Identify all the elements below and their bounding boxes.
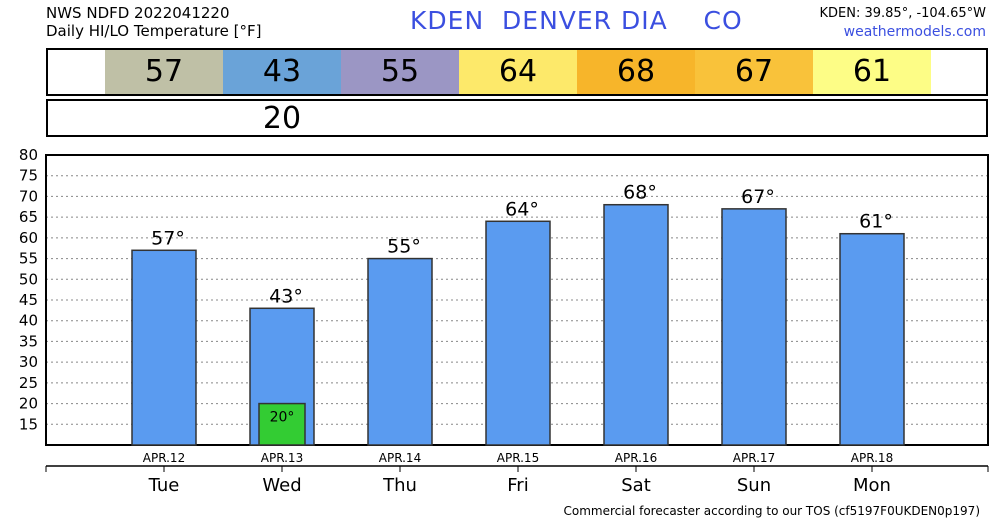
day-label: Wed [262, 475, 301, 496]
high-cell: 55 [341, 50, 459, 94]
date-label: APR.13 [261, 451, 303, 465]
temperature-bar-chart: 15 20 25 30 35 40 45 50 55 60 65 70 75 80 57° 43° 20° 55°… [19, 146, 989, 496]
high-value-label: 67° [741, 186, 775, 208]
high-bar [131, 249, 197, 446]
y-tick-label: 80 [19, 146, 38, 164]
date-label: APR.18 [851, 451, 893, 465]
low-temperature-strip: 20 [46, 99, 988, 137]
day-label: Sun [737, 475, 771, 496]
date-label: APR.15 [497, 451, 539, 465]
high-bar [485, 220, 551, 446]
high-cell: 68 [577, 50, 695, 94]
high-bar [367, 257, 433, 446]
day-label: Fri [507, 475, 528, 496]
header-right: KDEN: 39.85°, -104.65°W weathermodels.co… [820, 4, 987, 42]
date-label: APR.17 [733, 451, 775, 465]
product-label: Daily HI/LO Temperature [°F] [46, 22, 262, 40]
y-tick-label: 55 [19, 250, 38, 268]
y-tick-label: 30 [19, 353, 38, 371]
day-label: Thu [382, 475, 417, 496]
station-title: KDEN DENVER DIA CO [410, 6, 743, 35]
footer-note: Commercial forecaster according to our T… [563, 504, 980, 518]
high-cell: 57 [105, 50, 223, 94]
high-cell: 43 [223, 50, 341, 94]
y-tick-label: 60 [19, 229, 38, 247]
high-value-label: 68° [623, 182, 657, 204]
high-bar [603, 203, 669, 446]
high-value-label: 64° [505, 198, 539, 220]
low-cell: 20 [262, 101, 302, 136]
day-label: Mon [853, 475, 891, 496]
y-tick-label: 15 [19, 415, 38, 433]
y-tick-label: 20 [19, 395, 38, 413]
y-tick-label: 45 [19, 291, 38, 309]
high-cell: 67 [695, 50, 813, 94]
high-bar [721, 208, 787, 446]
y-tick-label: 40 [19, 312, 38, 330]
date-label: APR.16 [615, 451, 657, 465]
day-label: Sat [621, 475, 651, 496]
high-cell: 61 [813, 50, 931, 94]
site-link[interactable]: weathermodels.com [843, 24, 986, 40]
day-label: Tue [148, 475, 180, 496]
low-bar [258, 402, 306, 446]
y-tick-label: 50 [19, 270, 38, 288]
y-tick-label: 35 [19, 332, 38, 350]
high-value-label: 57° [151, 227, 185, 249]
low-value-label: 20° [270, 410, 295, 426]
high-value-label: 43° [269, 285, 303, 307]
header-left: NWS NDFD 2022041220 Daily HI/LO Temperat… [46, 4, 262, 40]
y-tick-label: 70 [19, 187, 38, 205]
high-cell: 64 [459, 50, 577, 94]
date-label: APR.14 [379, 451, 421, 465]
high-value-label: 55° [387, 236, 421, 258]
date-label: APR.12 [143, 451, 185, 465]
coordinates-label: KDEN: 39.85°, -104.65°W [819, 6, 987, 21]
high-value-label: 61° [859, 211, 893, 233]
y-tick-label: 25 [19, 374, 38, 392]
model-run-label: NWS NDFD 2022041220 [46, 4, 230, 22]
high-temperature-strip: 57 43 55 64 68 67 61 [46, 48, 988, 96]
y-tick-label: 75 [19, 167, 38, 185]
high-bar [839, 232, 905, 446]
y-tick-label: 65 [19, 208, 38, 226]
